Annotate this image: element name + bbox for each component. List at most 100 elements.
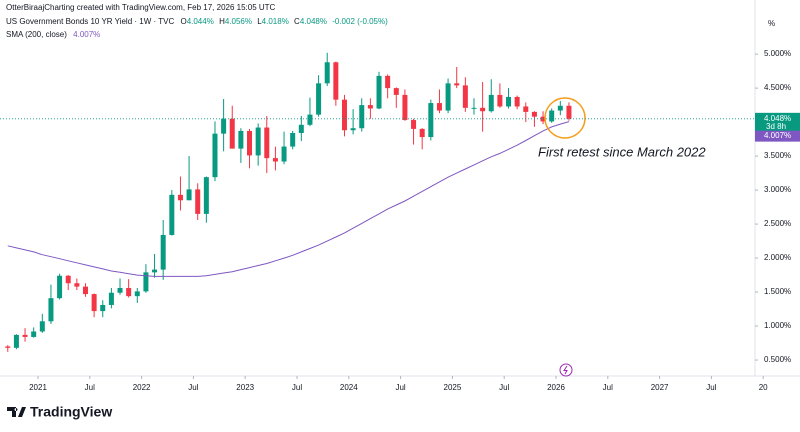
ohlc-value: 4.048% [300, 17, 327, 26]
candle-body [238, 130, 244, 149]
candle-body [566, 105, 572, 119]
candle-body [462, 85, 468, 108]
candle-body [195, 189, 201, 214]
candle-body [272, 158, 278, 162]
candle-body [393, 88, 399, 95]
credit: OtterBiraajCharting created with Trading… [6, 3, 276, 12]
candle-body [108, 292, 114, 305]
candle-body [203, 177, 209, 214]
candle-body [91, 294, 97, 312]
symbol-title: US Government Bonds 10 YR Yield · 1W · T… [6, 17, 174, 26]
ohlc-label: H [219, 17, 225, 26]
x-tick-label: Jul [706, 383, 716, 392]
candle-body [411, 120, 417, 129]
logo-text: TradingView [30, 404, 112, 420]
sma-value: 4.007% [73, 30, 100, 39]
candle-body [5, 346, 11, 348]
y-tick-label: 1.000% [764, 321, 791, 330]
candle-body [506, 96, 512, 107]
candle-body [549, 110, 555, 122]
y-tick-label: 4.500% [764, 83, 791, 92]
candle-body [480, 107, 486, 112]
change: -0.002 (-0.05%) [332, 17, 388, 26]
candle-body [177, 194, 183, 201]
x-tick-label: 2021 [29, 383, 47, 392]
candle-body [445, 83, 451, 111]
sma-legend: SMA (200, close) 4.007% [6, 30, 100, 39]
sma-price-box [755, 130, 800, 142]
candle-body [350, 128, 356, 131]
y-tick-label: 2.500% [764, 219, 791, 228]
candle-body [22, 334, 28, 337]
candle-body [523, 106, 529, 112]
x-tick-label: 2022 [133, 383, 151, 392]
sma-name: SMA (200, close) [6, 30, 67, 39]
x-tick-label: Jul [85, 383, 95, 392]
ohlc-value: 4.018% [262, 17, 289, 26]
logo: TradingView [7, 404, 112, 420]
candle-body [65, 275, 71, 284]
candle-body [126, 287, 132, 297]
x-tick-label: 2027 [651, 383, 669, 392]
candle-body [57, 275, 63, 299]
candle-body [247, 130, 253, 156]
x-tick-label: 20 [759, 383, 768, 392]
candle-body [82, 286, 88, 295]
candle-body [454, 83, 460, 86]
candle-body [557, 105, 563, 111]
candle-body [367, 105, 373, 109]
candle-body [488, 94, 494, 112]
x-tick-label: 2025 [444, 383, 462, 392]
sma-line [7, 121, 570, 277]
candle-body [143, 272, 149, 292]
x-tick-label: Jul [292, 383, 302, 392]
candle-body [74, 283, 80, 287]
candle-body [436, 103, 442, 111]
x-tick-label: Jul [395, 383, 405, 392]
candle-body [39, 321, 45, 332]
ohlc-label: C [294, 17, 300, 26]
logo-mark [7, 407, 26, 417]
y-tick-label: 3.000% [764, 185, 791, 194]
candle-body [307, 114, 313, 125]
legend-row: US Government Bonds 10 YR Yield · 1W · T… [6, 17, 388, 26]
x-tick-label: Jul [188, 383, 198, 392]
candle-body [229, 118, 235, 149]
candle-body [255, 127, 261, 156]
ohlc-value: 4.044% [187, 17, 214, 26]
candle-body [48, 298, 54, 322]
candle-body [428, 103, 434, 138]
countdown-label: 3d 8h [766, 122, 786, 131]
last-price-box [755, 112, 800, 133]
candle-body [497, 94, 503, 107]
ohlc-label: O [180, 17, 186, 26]
candle-body [385, 75, 391, 89]
candle-body [359, 105, 365, 129]
unit-label: % [768, 19, 775, 28]
x-tick-label: 2024 [340, 383, 358, 392]
candle-body [169, 194, 175, 235]
ohlc-label: L [257, 17, 262, 26]
plot [5, 52, 572, 352]
x-tick-label: 2026 [547, 383, 565, 392]
candle-body [117, 287, 123, 293]
x-tick-label: Jul [499, 383, 509, 392]
annotation: First retest since March 2022 [538, 144, 706, 159]
candle-body [402, 94, 408, 121]
highlight-circle [544, 97, 586, 139]
candle-body [471, 107, 477, 109]
y-tick-label: 2.000% [764, 253, 791, 262]
candle-body [419, 128, 425, 138]
candle-body [100, 304, 106, 312]
candle-body [221, 118, 227, 134]
candle-body [341, 99, 347, 131]
candle-body [264, 127, 270, 159]
candle-body [31, 331, 37, 337]
candle-body [160, 234, 166, 270]
ohlc-value: 4.056% [225, 17, 252, 26]
y-tick-label: 1.500% [764, 287, 791, 296]
candle-body [152, 269, 158, 273]
